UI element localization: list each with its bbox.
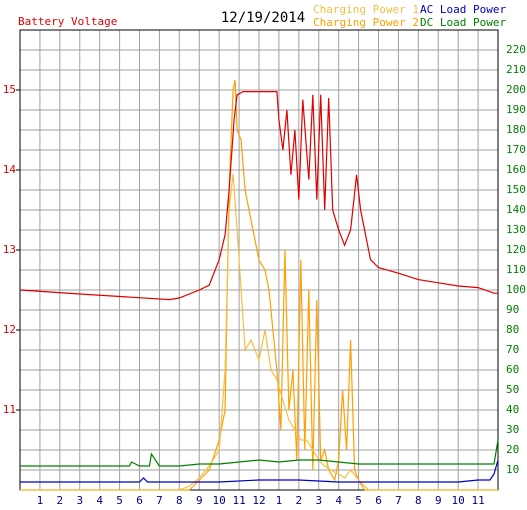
- y-tick-label: 13: [3, 243, 16, 256]
- x-tick-label: 10: [213, 494, 226, 507]
- x-tick-label: 7: [395, 494, 402, 507]
- y2-tick-label: 80: [506, 323, 519, 336]
- y2-tick-label: 210: [506, 63, 526, 76]
- y2-tick-label: 100: [506, 283, 526, 296]
- legend-entry: AC Load Power: [420, 3, 506, 16]
- y2-tick-label: 140: [506, 203, 526, 216]
- y-tick-label: 12: [3, 323, 16, 336]
- x-tick-label: 3: [76, 494, 83, 507]
- x-tick-label: 3: [315, 494, 322, 507]
- y2-tick-label: 130: [506, 223, 526, 236]
- x-tick-label: 5: [116, 494, 123, 507]
- y2-tick-label: 60: [506, 363, 519, 376]
- y-axis-title: Battery Voltage: [18, 15, 117, 28]
- chart-title: 12/19/2014: [221, 10, 305, 26]
- x-tick-label: 6: [136, 494, 143, 507]
- x-tick-label: 11: [232, 494, 245, 507]
- x-tick-label: 11: [471, 494, 484, 507]
- y2-tick-label: 200: [506, 83, 526, 96]
- y2-tick-label: 110: [506, 263, 526, 276]
- legend-entry: DC Load Power: [420, 16, 506, 29]
- x-tick-label: 4: [96, 494, 103, 507]
- y2-tick-label: 160: [506, 163, 526, 176]
- y-tick-label: 14: [3, 163, 17, 176]
- y2-tick-label: 70: [506, 343, 519, 356]
- y2-tick-label: 40: [506, 403, 519, 416]
- legend-entry: Charging Power 2: [313, 16, 419, 29]
- series-line: [20, 79, 498, 491]
- y2-tick-label: 120: [506, 243, 526, 256]
- y2-tick-label: 180: [506, 123, 526, 136]
- series-line: [20, 173, 498, 491]
- x-tick-label: 7: [156, 494, 163, 507]
- x-tick-label: 8: [176, 494, 183, 507]
- series-line: [20, 439, 499, 467]
- x-tick-label: 12: [252, 494, 265, 507]
- plot-frame: [19, 29, 499, 491]
- y2-tick-label: 50: [506, 383, 519, 396]
- x-tick-label: 5: [355, 494, 362, 507]
- x-tick-label: 1: [37, 494, 44, 507]
- x-tick-label: 10: [452, 494, 465, 507]
- y2-tick-label: 170: [506, 143, 526, 156]
- x-tick-label: 9: [435, 494, 442, 507]
- x-tick-label: 4: [335, 494, 342, 507]
- y2-tick-label: 30: [506, 423, 519, 436]
- y2-tick-label: 20: [506, 443, 519, 456]
- y2-tick-label: 190: [506, 103, 526, 116]
- x-tick-label: 2: [57, 494, 64, 507]
- y2-tick-label: 150: [506, 183, 526, 196]
- y2-tick-label: 10: [506, 463, 519, 476]
- x-tick-label: 2: [296, 494, 303, 507]
- x-tick-label: 9: [196, 494, 203, 507]
- series-line: [20, 459, 499, 483]
- x-tick-label: 1: [276, 494, 283, 507]
- x-tick-label: 6: [375, 494, 382, 507]
- y2-tick-label: 220: [506, 43, 526, 56]
- series-line: [19, 91, 498, 301]
- x-tick-label: 8: [415, 494, 422, 507]
- y-tick-label: 15: [3, 83, 16, 96]
- y-tick-label: 11: [3, 403, 16, 416]
- legend-entry: Charging Power 1: [313, 3, 419, 16]
- y2-tick-label: 90: [506, 303, 519, 316]
